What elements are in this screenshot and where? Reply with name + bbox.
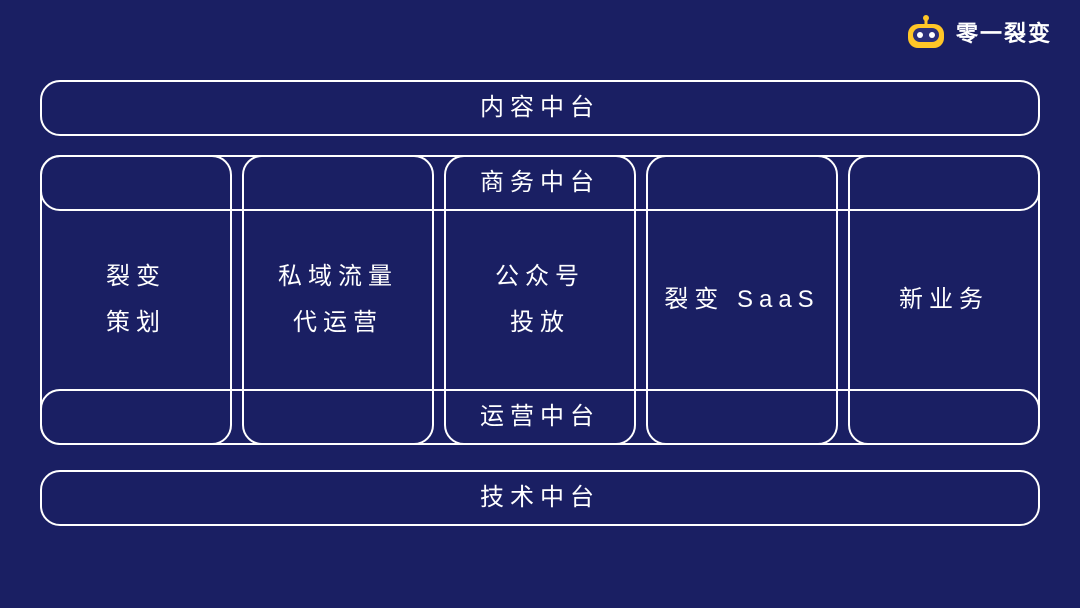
column-label: 新业务 (899, 277, 989, 323)
brand-name: 零一裂变 (956, 16, 1052, 48)
band-label: 技术中台 (480, 475, 600, 521)
column-label: 裂变 策划 (106, 254, 166, 345)
column-label: 裂变 SaaS (664, 277, 819, 323)
column-label: 公众号 投放 (495, 254, 585, 345)
column-new-business: 新业务 (848, 155, 1040, 445)
brand-logo: 零一裂变 (904, 14, 1052, 50)
column-fission-planning: 裂变 策划 (40, 155, 232, 445)
diagram-canvas: 内容中台 商务中台 运营中台 技术中台 裂变 策划 私域流量 代运营 公众号 投… (40, 80, 1040, 584)
band-content-platform: 内容中台 (40, 80, 1040, 136)
column-label: 私域流量 代运营 (278, 254, 398, 345)
robot-icon (904, 14, 948, 50)
band-label: 内容中台 (480, 85, 600, 131)
column-private-traffic-ops: 私域流量 代运营 (242, 155, 434, 445)
column-wechat-ads: 公众号 投放 (444, 155, 636, 445)
band-tech-platform: 技术中台 (40, 470, 1040, 526)
column-fission-saas: 裂变 SaaS (646, 155, 838, 445)
